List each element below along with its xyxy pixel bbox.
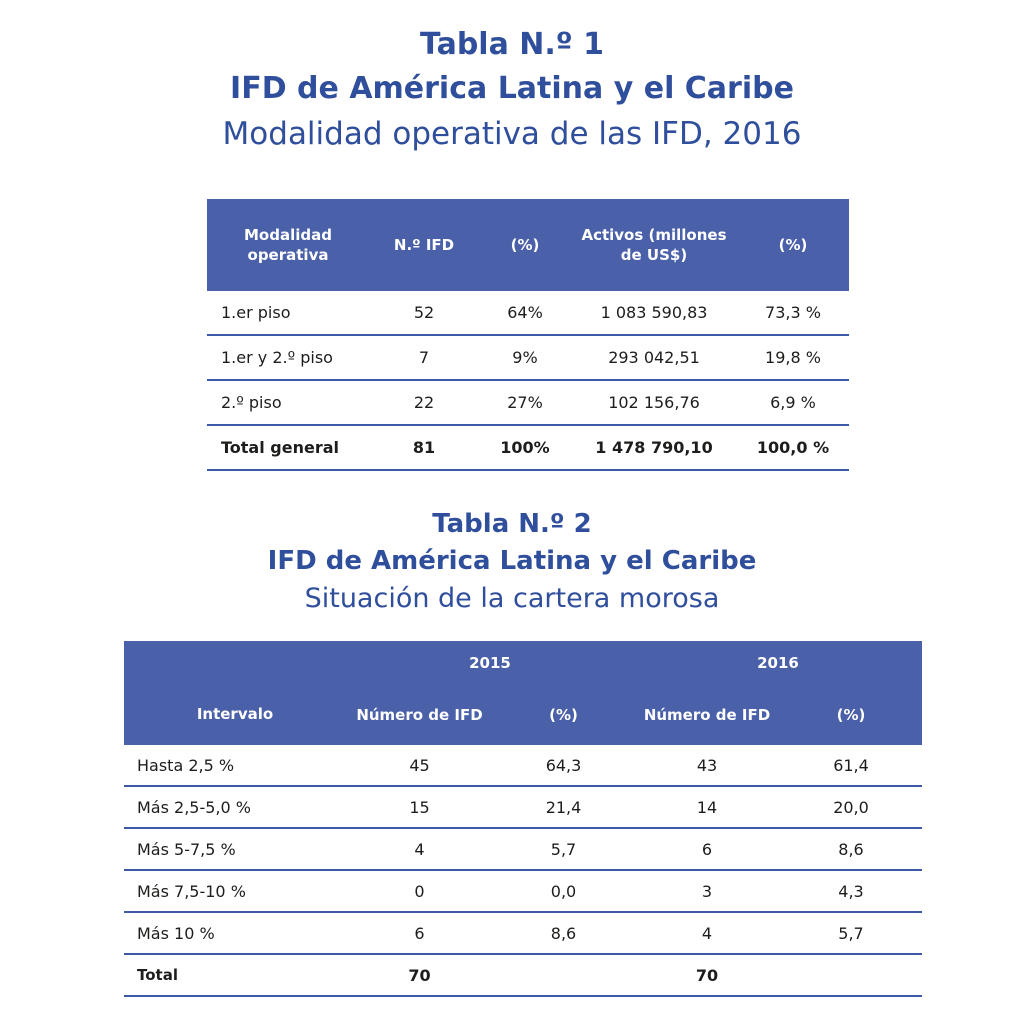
header-num-ifd-2015: Número de IFD bbox=[346, 685, 493, 745]
cell-num-ifd-2015: 70 bbox=[346, 954, 493, 997]
table2-subtitle: Situación de la cartera morosa bbox=[304, 583, 720, 614]
table1-subtitle: Modalidad operativa de las IFD, 2016 bbox=[222, 116, 802, 152]
table-row: Más 7,5-10 % 0 0,0 3 4,3 bbox=[124, 870, 922, 913]
header-activos: Activos (millones de US$) bbox=[571, 199, 737, 291]
cell-num-ifd-2015: 4 bbox=[346, 828, 493, 871]
table1-number: Tabla N.º 1 bbox=[419, 27, 605, 62]
table-row: Más 2,5-5,0 % 15 21,4 14 20,0 bbox=[124, 786, 922, 829]
table-subheader-row: Número de IFD (%) Número de IFD (%) bbox=[124, 685, 922, 745]
cell-activos: 1 478 790,10 bbox=[571, 425, 737, 471]
cell-pct-2016: 4,3 bbox=[780, 870, 922, 913]
table2-number: Tabla N.º 2 bbox=[432, 509, 592, 539]
cell-num-ifd-2016: 43 bbox=[634, 745, 780, 787]
cell-num-ifd-2016: 14 bbox=[634, 786, 780, 829]
header-pct: (%) bbox=[479, 199, 571, 291]
row-label: Más 10 % bbox=[124, 912, 346, 955]
table-row: 1.er piso 52 64% 1 083 590,83 73,3 % bbox=[207, 291, 849, 336]
table2-title: IFD de América Latina y el Caribe bbox=[267, 546, 757, 576]
cell-pct-activos: 19,8 % bbox=[737, 335, 849, 381]
cell-num-ifd: 81 bbox=[369, 425, 479, 471]
delinquent-portfolio-table: Intervalo 2015 2016 Número de IFD (%) Nú… bbox=[124, 641, 922, 997]
cell-num-ifd-2015: 15 bbox=[346, 786, 493, 829]
cell-num-ifd-2016: 4 bbox=[634, 912, 780, 955]
header-num-ifd: N.º IFD bbox=[369, 199, 479, 291]
cell-num-ifd: 7 bbox=[369, 335, 479, 381]
header-pct-activos: (%) bbox=[737, 199, 849, 291]
table-row: Más 5-7,5 % 4 5,7 6 8,6 bbox=[124, 828, 922, 871]
row-label: Total general bbox=[207, 425, 369, 471]
cell-pct-2015: 64,3 bbox=[493, 745, 634, 787]
cell-pct: 27% bbox=[479, 380, 571, 426]
table-header-row: Intervalo 2015 2016 bbox=[124, 641, 922, 745]
cell-pct-activos: 6,9 % bbox=[737, 380, 849, 426]
row-label: Hasta 2,5 % bbox=[124, 745, 346, 787]
cell-num-ifd-2015: 6 bbox=[346, 912, 493, 955]
cell-pct-2016: 8,6 bbox=[780, 828, 922, 871]
cell-pct-2016: 5,7 bbox=[780, 912, 922, 955]
row-label: Más 5-7,5 % bbox=[124, 828, 346, 871]
total-row: Total general 81 100% 1 478 790,10 100,0… bbox=[207, 425, 849, 471]
cell-num-ifd-2016: 6 bbox=[634, 828, 780, 871]
table-row: 1.er y 2.º piso 7 9% 293 042,51 19,8 % bbox=[207, 335, 849, 381]
total-row: Total 70 70 bbox=[124, 954, 922, 997]
table-row: 2.º piso 22 27% 102 156,76 6,9 % bbox=[207, 380, 849, 426]
row-label: Más 7,5-10 % bbox=[124, 870, 346, 913]
cell-pct-activos: 73,3 % bbox=[737, 291, 849, 336]
cell-pct: 64% bbox=[479, 291, 571, 336]
row-label: 1.er y 2.º piso bbox=[207, 335, 369, 381]
cell-pct: 9% bbox=[479, 335, 571, 381]
table1-title: IFD de América Latina y el Caribe bbox=[230, 71, 794, 106]
cell-pct-2015: 21,4 bbox=[493, 786, 634, 829]
table-header-row: Modalidad operativa N.º IFD (%) Activos … bbox=[207, 199, 849, 291]
row-label: 2.º piso bbox=[207, 380, 369, 426]
header-year-2015: 2015 bbox=[346, 641, 634, 685]
cell-num-ifd-2016: 3 bbox=[634, 870, 780, 913]
cell-pct-2016: 20,0 bbox=[780, 786, 922, 829]
cell-pct-2015 bbox=[493, 954, 634, 997]
cell-num-ifd: 52 bbox=[369, 291, 479, 336]
row-label: 1.er piso bbox=[207, 291, 369, 336]
cell-pct-2015: 8,6 bbox=[493, 912, 634, 955]
header-intervalo: Intervalo bbox=[124, 641, 346, 745]
cell-pct-2016 bbox=[780, 954, 922, 997]
table-row: Hasta 2,5 % 45 64,3 43 61,4 bbox=[124, 745, 922, 787]
cell-num-ifd-2015: 45 bbox=[346, 745, 493, 787]
cell-activos: 293 042,51 bbox=[571, 335, 737, 381]
cell-activos: 1 083 590,83 bbox=[571, 291, 737, 336]
cell-pct: 100% bbox=[479, 425, 571, 471]
header-pct-2016: (%) bbox=[780, 685, 922, 745]
cell-num-ifd: 22 bbox=[369, 380, 479, 426]
cell-pct-2015: 5,7 bbox=[493, 828, 634, 871]
cell-pct-activos: 100,0 % bbox=[737, 425, 849, 471]
cell-activos: 102 156,76 bbox=[571, 380, 737, 426]
table1-title-block: Tabla N.º 1 IFD de América Latina y el C… bbox=[0, 24, 1024, 156]
cell-num-ifd-2016: 70 bbox=[634, 954, 780, 997]
header-modalidad: Modalidad operativa bbox=[207, 199, 369, 291]
table-row: Más 10 % 6 8,6 4 5,7 bbox=[124, 912, 922, 955]
operating-modality-table: Modalidad operativa N.º IFD (%) Activos … bbox=[207, 199, 849, 471]
cell-num-ifd-2015: 0 bbox=[346, 870, 493, 913]
cell-pct-2015: 0,0 bbox=[493, 870, 634, 913]
table2-title-block: Tabla N.º 2 IFD de América Latina y el C… bbox=[0, 506, 1024, 618]
header-pct-2015: (%) bbox=[493, 685, 634, 745]
header-year-2016: 2016 bbox=[634, 641, 922, 685]
row-label: Total bbox=[124, 954, 346, 997]
cell-pct-2016: 61,4 bbox=[780, 745, 922, 787]
header-num-ifd-2016: Número de IFD bbox=[634, 685, 780, 745]
row-label: Más 2,5-5,0 % bbox=[124, 786, 346, 829]
